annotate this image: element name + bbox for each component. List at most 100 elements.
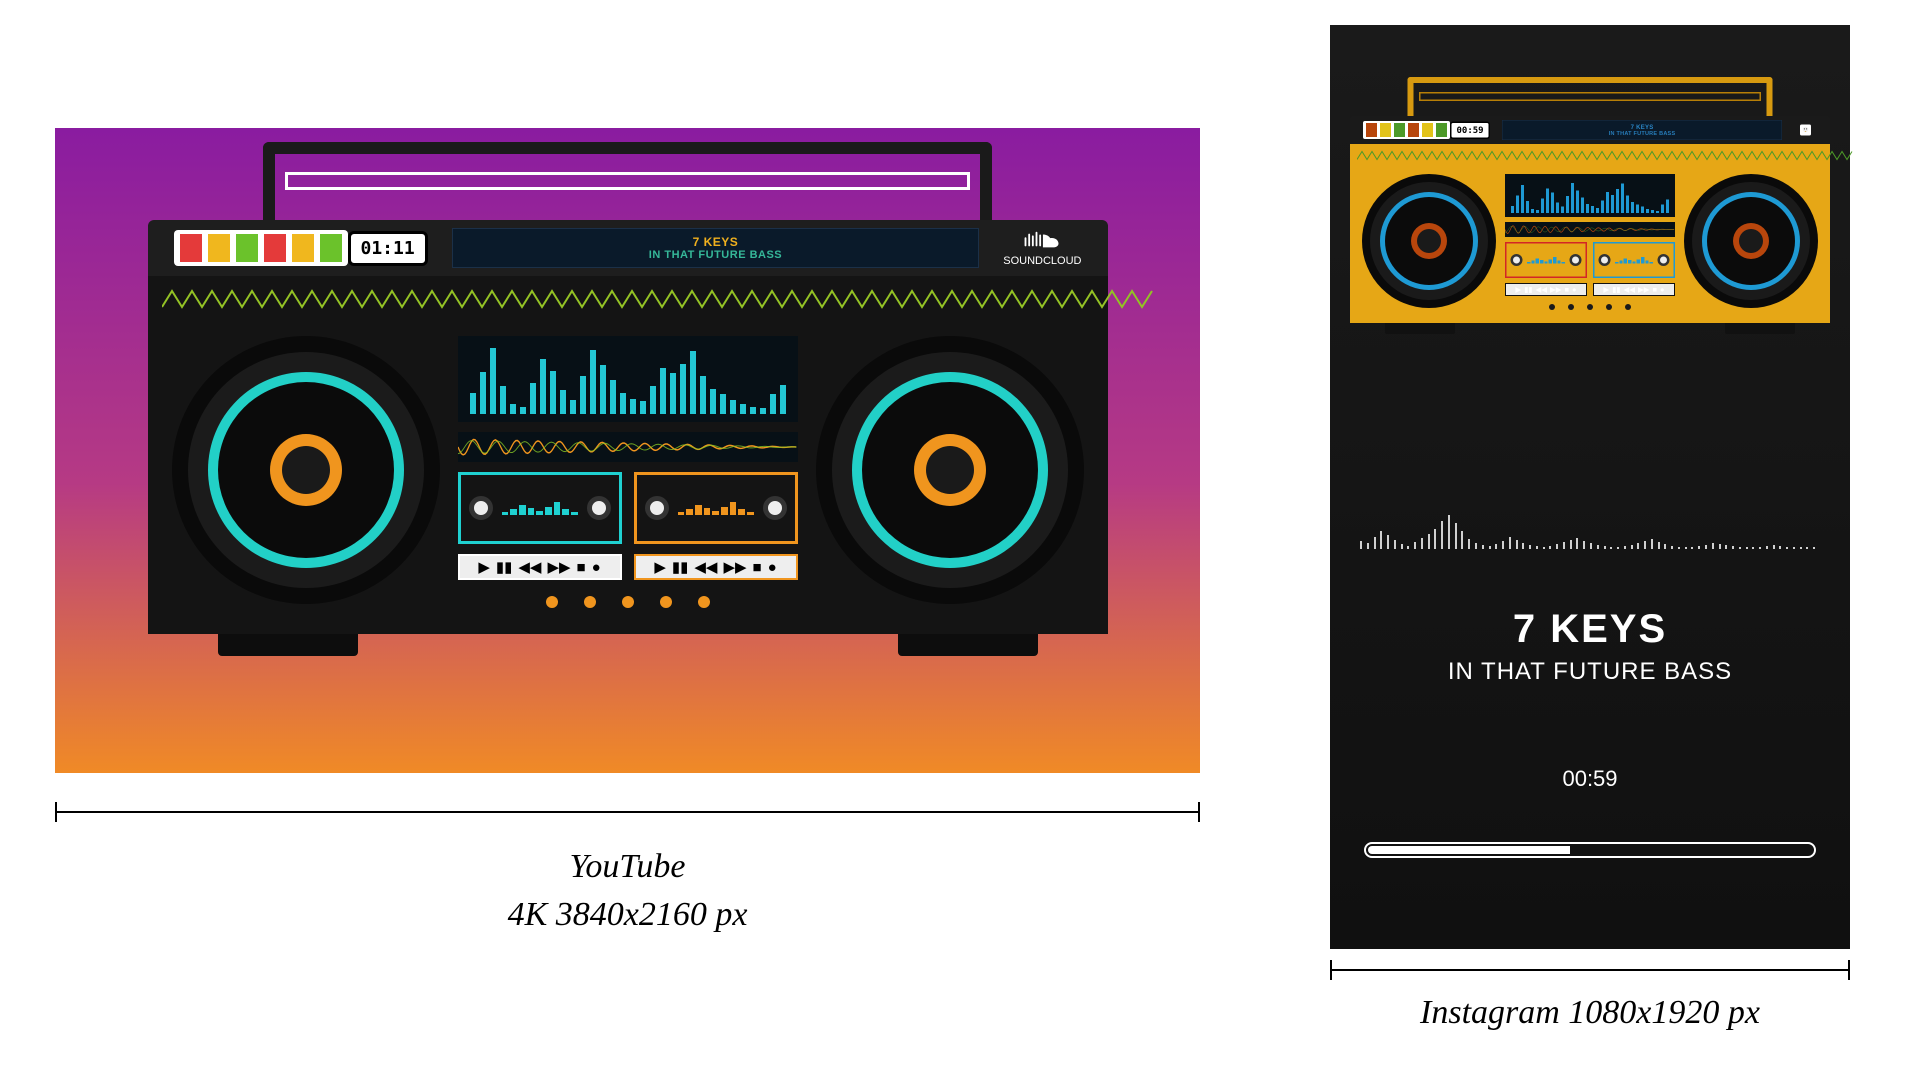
cassette-row <box>458 472 798 544</box>
boombox-graphic-small: 00:59 7 KEYS IN THAT FUTURE BASS <box>1350 77 1830 334</box>
waveform-visualizer <box>1360 505 1820 549</box>
playback-button[interactable]: ◀◀ <box>1623 285 1635 294</box>
dimension-bar <box>55 811 1200 813</box>
center-stack: ▶▮▮◀◀▶▶■● ▶▮▮◀◀▶▶■● <box>1505 174 1675 310</box>
progress-bar[interactable] <box>1364 842 1816 858</box>
playback-button[interactable]: ■ <box>577 559 586 576</box>
waveform-strip <box>458 432 798 462</box>
clock-display: 01:11 <box>348 231 428 266</box>
playback-controls[interactable]: ▶▮▮◀◀▶▶■● <box>1593 283 1675 296</box>
playback-button[interactable]: ▶▶ <box>723 558 746 576</box>
zigzag-wave-icon <box>162 289 1162 309</box>
cassette-reel-icon <box>1511 254 1523 266</box>
cassette-reel-icon <box>1570 254 1582 266</box>
playback-button[interactable]: ● <box>1572 285 1577 294</box>
instagram-title: 7 KEYS <box>1330 607 1850 652</box>
instagram-preview-panel: 00:59 7 KEYS IN THAT FUTURE BASS <box>1330 25 1850 949</box>
playback-button[interactable]: ◀◀ <box>1535 285 1547 294</box>
equalizer <box>458 336 798 422</box>
playback-button[interactable]: ● <box>1660 285 1665 294</box>
vu-meter-left <box>1363 121 1450 139</box>
zigzag-wave-icon <box>1357 151 1857 161</box>
cassette-row <box>1505 242 1675 278</box>
boombox-body: ▶▮▮◀◀▶▶■● ▶▮▮◀◀▶▶■● <box>1350 167 1830 323</box>
dimension-bar <box>1330 969 1850 971</box>
youtube-preview-panel: 01:11 7 KEYS IN THAT FUTURE BASS SOUNDCL… <box>55 128 1200 773</box>
speaker <box>1684 174 1818 308</box>
center-stack: ▶ ▮▮ ◀◀ ▶▶ ■ ● ▶ ▮▮ ◀◀ ▶▶ ■ ● <box>458 336 798 608</box>
playback-button[interactable]: ■ <box>1565 285 1570 294</box>
playback-button[interactable]: ■ <box>1653 285 1658 294</box>
playback-button[interactable]: ▮▮ <box>1612 285 1620 294</box>
playback-button[interactable]: ◀◀ <box>694 558 717 576</box>
speaker <box>816 336 1084 604</box>
youtube-caption-line2: 4K 3840x2160 px <box>55 891 1200 939</box>
knob-row <box>1505 301 1675 310</box>
display-artist: 7 KEYS <box>693 235 739 249</box>
playback-button[interactable]: ● <box>592 559 601 576</box>
boombox-feet <box>1350 323 1830 334</box>
progress-bar-fill <box>1368 846 1570 854</box>
brand-badge: SOUNDCLOUD <box>1003 229 1081 267</box>
playback-button[interactable]: ▮▮ <box>1524 285 1532 294</box>
boombox-graphic: 01:11 7 KEYS IN THAT FUTURE BASS SOUNDCL… <box>148 142 1108 656</box>
cassette-deck[interactable] <box>1593 242 1675 278</box>
instagram-dimension-indicator <box>1330 969 1850 971</box>
cassette-deck[interactable] <box>458 472 622 544</box>
brand-label: SOUNDCLOUD <box>1003 255 1081 267</box>
cassette-reel-icon <box>469 496 493 520</box>
youtube-caption: YouTube 4K 3840x2160 px <box>55 843 1200 938</box>
playback-button[interactable]: ▶▶ <box>1638 285 1650 294</box>
playback-button[interactable]: ▶▶ <box>1550 285 1562 294</box>
playback-button[interactable]: ● <box>768 559 777 576</box>
playback-button[interactable]: ▶ <box>654 558 666 576</box>
waveform-strip <box>1505 222 1675 237</box>
clock-display: 00:59 <box>1450 121 1490 139</box>
playback-controls[interactable]: ▶ ▮▮ ◀◀ ▶▶ ■ ● <box>458 554 622 580</box>
youtube-section: 01:11 7 KEYS IN THAT FUTURE BASS SOUNDCL… <box>55 128 1200 938</box>
playback-button[interactable]: ▶ <box>1515 285 1521 294</box>
playback-controls[interactable]: ▶▮▮◀◀▶▶■● <box>1505 283 1587 296</box>
cassette-deck[interactable] <box>634 472 798 544</box>
boombox-top-panel: 00:59 7 KEYS IN THAT FUTURE BASS <box>1350 116 1830 144</box>
boombox-mid-strip <box>148 276 1108 322</box>
boombox-mid-strip <box>1350 144 1830 167</box>
playback-button[interactable]: ◀◀ <box>518 558 541 576</box>
instagram-subtitle: IN THAT FUTURE BASS <box>1330 658 1850 686</box>
instagram-text-block: 7 KEYS IN THAT FUTURE BASS 00:59 <box>1330 505 1850 858</box>
playback-button[interactable]: ■ <box>753 559 762 576</box>
playback-controls-row: ▶▮▮◀◀▶▶■● ▶▮▮◀◀▶▶■● <box>1505 283 1675 296</box>
youtube-caption-line1: YouTube <box>55 843 1200 891</box>
playback-controls-row: ▶ ▮▮ ◀◀ ▶▶ ■ ● ▶ ▮▮ ◀◀ ▶▶ ■ ● <box>458 554 798 580</box>
youtube-dimension-indicator <box>55 811 1200 813</box>
display-title: IN THAT FUTURE BASS <box>649 249 782 261</box>
playback-button[interactable]: ▮▮ <box>496 558 513 576</box>
cassette-deck[interactable] <box>1505 242 1587 278</box>
cassette-reel-icon <box>587 496 611 520</box>
playback-button[interactable]: ▶▶ <box>547 558 570 576</box>
brand-badge <box>1794 125 1817 136</box>
cassette-window <box>1615 256 1654 264</box>
playback-controls[interactable]: ▶ ▮▮ ◀◀ ▶▶ ■ ● <box>634 554 798 580</box>
display-title: IN THAT FUTURE BASS <box>1609 131 1676 137</box>
speaker <box>172 336 440 604</box>
playback-button[interactable]: ▮▮ <box>672 558 689 576</box>
boombox-body: ▶ ▮▮ ◀◀ ▶▶ ■ ● ▶ ▮▮ ◀◀ ▶▶ ■ ● <box>148 322 1108 634</box>
playback-button[interactable]: ▶ <box>478 558 490 576</box>
instagram-caption: Instagram 1080x1920 px <box>1330 989 1850 1037</box>
soundcloud-icon <box>1019 229 1065 251</box>
cassette-reel-icon <box>1658 254 1670 266</box>
instagram-section: 00:59 7 KEYS IN THAT FUTURE BASS <box>1330 25 1850 1037</box>
cassette-reel-icon <box>763 496 787 520</box>
cassette-window <box>1527 256 1566 264</box>
display-artist: 7 KEYS <box>1631 124 1654 131</box>
knob-row <box>458 590 798 608</box>
boombox-top-panel: 01:11 7 KEYS IN THAT FUTURE BASS SOUNDCL… <box>148 220 1108 276</box>
mascot-icon <box>1794 125 1817 136</box>
cassette-reel-icon <box>645 496 669 520</box>
cassette-window <box>501 500 579 516</box>
playback-button[interactable]: ▶ <box>1603 285 1609 294</box>
cassette-window <box>677 500 755 516</box>
track-display: 7 KEYS IN THAT FUTURE BASS <box>1502 120 1782 140</box>
speaker <box>1362 174 1496 308</box>
